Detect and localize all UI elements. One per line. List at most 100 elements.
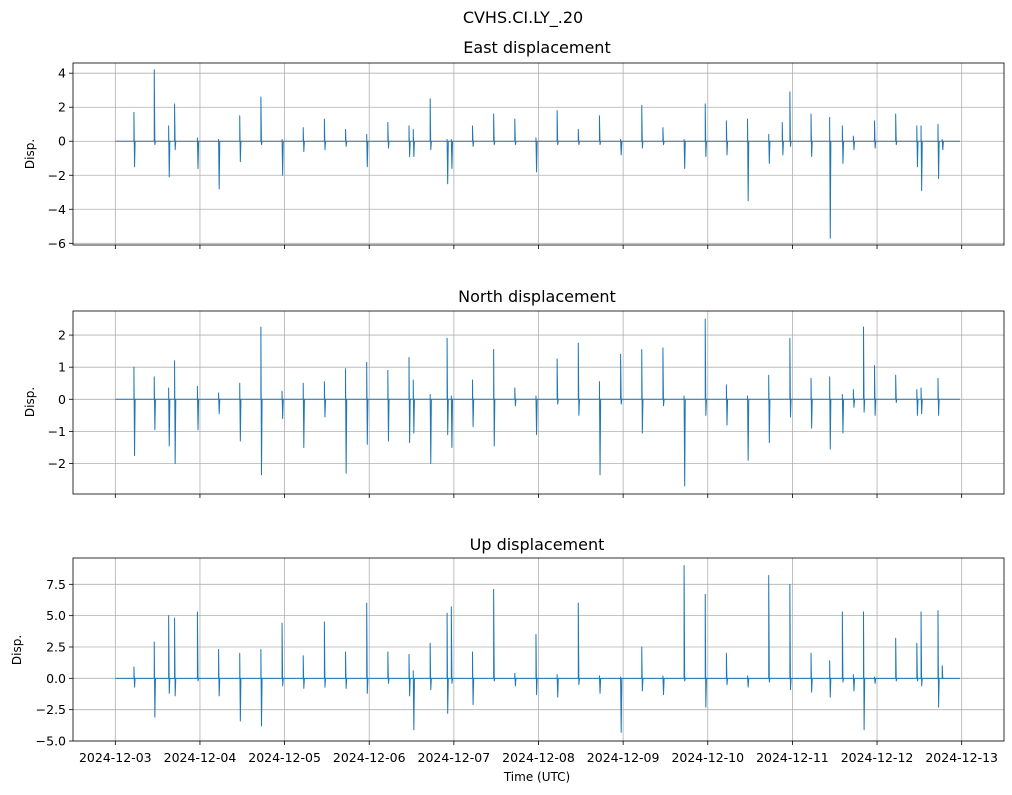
north-displacement-spike — [920, 387, 923, 415]
up-displacement-spike — [841, 611, 845, 683]
east-displacement-spike — [598, 115, 602, 146]
east-displacement-spike — [937, 123, 940, 180]
up-displacement-spike — [852, 674, 856, 692]
up-x-tick-label: 2024-12-09 — [587, 750, 660, 765]
up-displacement-spike — [153, 641, 156, 718]
up-displacement-spike — [302, 655, 305, 689]
north-displacement-spike — [345, 368, 348, 474]
up-y-tick-label: 5.0 — [46, 608, 66, 623]
east-displacement-spike — [450, 139, 454, 169]
north-panel-title: North displacement — [458, 287, 616, 306]
north-displacement-spike — [662, 347, 665, 407]
up-displacement-spike — [323, 621, 327, 688]
up-y-tick-label: −2.5 — [36, 702, 66, 717]
up-displacement-spike — [683, 565, 686, 682]
east-displacement-spike — [768, 133, 771, 164]
up-x-tick-label: 2024-12-05 — [248, 750, 321, 765]
north-displacement-spike — [412, 379, 415, 434]
north-axes-frame — [72, 310, 1005, 495]
east-displacement-spike — [620, 139, 623, 156]
north-displacement-spike — [841, 393, 845, 434]
east-y-tick-label: −6 — [48, 236, 66, 251]
up-x-tick-label: 2024-12-03 — [79, 750, 152, 765]
east-displacement-spike — [260, 96, 263, 146]
up-displacement-spike — [535, 633, 538, 696]
east-displacement-spike — [577, 128, 580, 146]
up-displacement-spike — [412, 670, 415, 731]
north-displacement-spike — [874, 365, 877, 416]
east-displacement-spike — [641, 105, 644, 149]
north-y-tick-label: 1 — [58, 360, 66, 375]
east-displacement-spike — [471, 125, 475, 147]
north-displacement-spike — [916, 389, 919, 416]
up-x-tick-label: 2024-12-06 — [333, 750, 406, 765]
east-displacement-spike — [412, 128, 415, 158]
up-x-tick-label: 2024-12-10 — [671, 750, 744, 765]
east-displacement-spike — [239, 115, 242, 163]
north-displacement-spike — [514, 387, 517, 407]
up-displacement-panel: Up displacement Disp. 2024-12-03 2024-12-… — [10, 535, 1005, 765]
east-displacement-spike — [446, 139, 449, 185]
east-displacement-spike — [174, 103, 177, 151]
north-displacement-spike — [852, 389, 856, 408]
up-displacement-spike — [598, 675, 602, 694]
north-displacement-spike — [829, 376, 832, 450]
east-displacement-spike — [493, 113, 496, 146]
east-displacement-spike — [941, 139, 944, 151]
up-displacement-spike — [168, 615, 171, 694]
east-displacement-spike — [366, 133, 369, 168]
up-displacement-spike — [174, 617, 177, 697]
east-displacement-spike — [387, 122, 390, 149]
up-displacement-spike — [725, 652, 729, 686]
up-displacement-spike — [577, 602, 580, 686]
north-displacement-spike — [641, 349, 644, 434]
east-displacement-spike — [747, 118, 750, 202]
up-displacement-spike — [493, 588, 496, 682]
up-y-tick-label: 7.5 — [46, 577, 66, 592]
north-displacement-spike — [429, 393, 432, 464]
up-x-tick-label: 2024-12-07 — [418, 750, 491, 765]
x-axis-label: Time (UTC) — [503, 770, 570, 784]
up-displacement-spike — [556, 674, 559, 698]
north-displacement-spike — [598, 381, 602, 476]
east-displacement-spike — [789, 91, 792, 147]
north-displacement-spike — [493, 349, 496, 447]
up-y-tick-label: 0.0 — [46, 671, 66, 686]
east-displacement-spike — [895, 113, 898, 146]
up-displacement-spike — [920, 611, 923, 687]
up-y-tick-label: 2.5 — [46, 639, 66, 654]
east-y-tick-label: 0 — [58, 134, 66, 149]
up-displacement-spike — [704, 593, 707, 708]
east-displacement-spike — [829, 116, 832, 239]
up-displacement-spike — [768, 575, 771, 683]
east-displacement-spike — [781, 122, 784, 156]
north-displacement-spike — [725, 384, 729, 426]
north-displacement-spike — [810, 377, 813, 429]
up-displacement-spike — [863, 611, 866, 731]
north-displacement-spike — [620, 353, 623, 405]
east-displacement-spike — [168, 125, 171, 178]
north-displacement-spike — [768, 374, 771, 444]
north-displacement-spike — [260, 326, 263, 476]
up-axes-frame — [72, 557, 1005, 742]
up-displacement-spike — [260, 649, 263, 727]
north-displacement-spike — [937, 377, 940, 416]
up-displacement-spike — [450, 606, 454, 684]
east-y-tick-label: 4 — [58, 66, 66, 81]
east-axes-frame — [72, 62, 1005, 246]
up-x-tick-label: 2024-12-12 — [841, 750, 914, 765]
north-displacement-spike — [747, 395, 750, 461]
up-y-axis-label: Disp. — [10, 635, 24, 665]
north-displacement-spike — [683, 395, 686, 487]
north-displacement-spike — [239, 382, 242, 442]
east-displacement-spike — [556, 110, 559, 146]
up-displacement-spike — [829, 660, 832, 698]
up-displacement-spike — [196, 611, 200, 682]
north-displacement-spike — [302, 382, 305, 448]
east-displacement-spike — [323, 118, 327, 151]
up-displacement-spike — [810, 652, 813, 693]
east-y-tick-label: −4 — [48, 202, 66, 217]
north-y-tick-label: −1 — [48, 424, 66, 439]
north-y-axis-label: Disp. — [23, 387, 37, 417]
north-displacement-spike — [218, 392, 221, 415]
